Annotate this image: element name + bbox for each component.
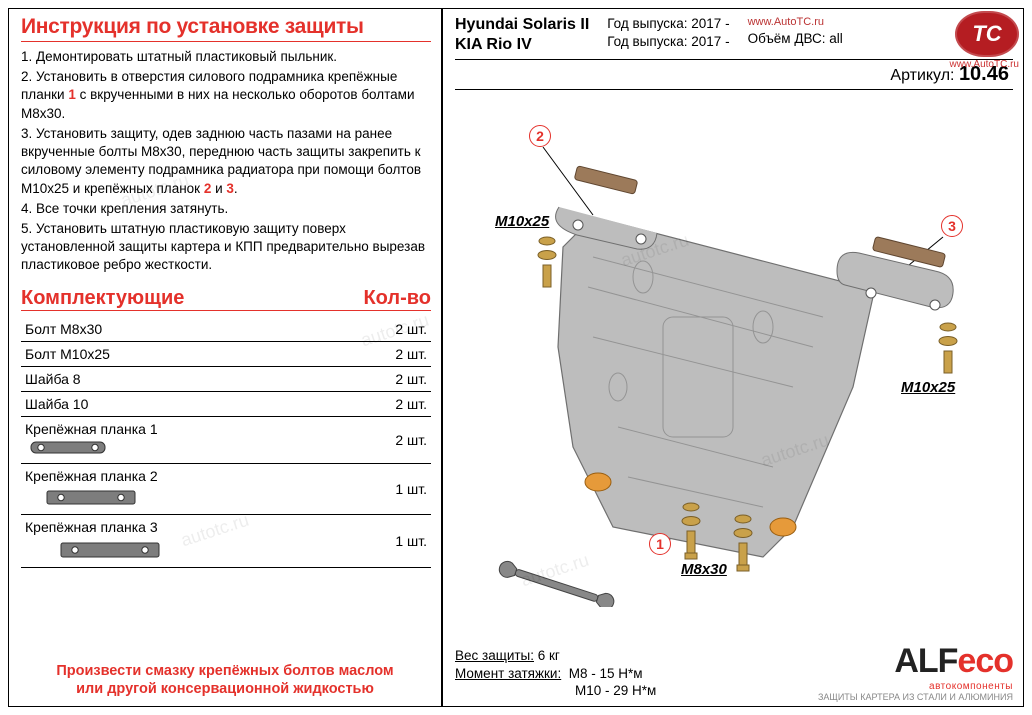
components-heading: Комплектующие bbox=[21, 287, 184, 310]
left-panel: Инструкция по установке защиты 1. Демонт… bbox=[9, 9, 441, 706]
bracket-1-icon bbox=[25, 437, 125, 459]
skid-plate-body bbox=[558, 217, 873, 557]
qty-heading: Кол-во bbox=[363, 287, 431, 310]
table-row: Болт М10х252 шт. bbox=[21, 341, 431, 366]
callout-1: 1 bbox=[649, 533, 671, 555]
dim-m8: М8х30 bbox=[681, 561, 727, 578]
step-4: 4. Все точки крепления затянуть. bbox=[21, 200, 431, 218]
tc-badge-icon: TC bbox=[955, 11, 1019, 57]
bottom-specs: Вес защиты: 6 кг Момент затяжки: М8 - 15… bbox=[455, 647, 656, 700]
brand-logo: ALFeco автокомпоненты ЗАЩИТЫ КАРТЕРА ИЗ … bbox=[818, 642, 1013, 702]
diagram-area: 2 3 1 М10х25 М10х25 М8х30 bbox=[443, 87, 1023, 618]
bumper-icon bbox=[585, 473, 611, 491]
table-row: Шайба 82 шт. bbox=[21, 366, 431, 391]
callout-2: 2 bbox=[529, 125, 551, 147]
step-1: 1. Демонтировать штатный пластиковый пыл… bbox=[21, 48, 431, 66]
table-row: Шайба 102 шт. bbox=[21, 391, 431, 416]
instructions-title: Инструкция по установке защиты bbox=[21, 15, 431, 39]
components-divider bbox=[21, 310, 431, 311]
tc-url: www.AutoTC.ru bbox=[950, 59, 1019, 70]
bumper-icon bbox=[770, 518, 796, 536]
callout-3: 3 bbox=[941, 215, 963, 237]
document-frame: Инструкция по установке защиты 1. Демонт… bbox=[8, 8, 1024, 707]
wrench-icon bbox=[497, 559, 616, 607]
instruction-steps: 1. Демонтировать штатный пластиковый пыл… bbox=[21, 48, 431, 275]
footer-note: Произвести смазку крепёжных болтов масло… bbox=[21, 662, 429, 698]
table-row: Крепёжная планка 1 2 шт. bbox=[21, 416, 431, 463]
components-header: Комплектующие Кол-во bbox=[21, 287, 431, 310]
year-col: Год выпуска: 2017 - Год выпуска: 2017 - bbox=[607, 15, 729, 55]
dim-m10-right: М10х25 bbox=[901, 379, 955, 396]
components-table: Болт М8х302 шт. Болт М10х252 шт. Шайба 8… bbox=[21, 317, 431, 568]
engine-col: www.AutoTC.ru Объём ДВС: all bbox=[748, 15, 843, 55]
bracket-2-icon bbox=[25, 484, 145, 510]
table-row: Крепёжная планка 2 1 шт. bbox=[21, 463, 431, 514]
skid-plate-diagram bbox=[443, 87, 1023, 607]
step-2: 2. Установить в отверстия силового подра… bbox=[21, 68, 431, 123]
header-row: Hyundai Solaris II KIA Rio IV Год выпуск… bbox=[443, 9, 1023, 55]
step-5: 5. Установить штатную пластиковую защиту… bbox=[21, 220, 431, 275]
right-panel: TC www.AutoTC.ru Hyundai Solaris II KIA … bbox=[443, 9, 1023, 706]
artikul-bar: Артикул: 10.46 bbox=[455, 59, 1013, 90]
table-row: Крепёжная планка 3 1 шт. bbox=[21, 514, 431, 567]
bracket-3-icon bbox=[25, 535, 165, 563]
car-models: Hyundai Solaris II KIA Rio IV bbox=[455, 15, 589, 55]
title-divider bbox=[21, 41, 431, 42]
dim-m10-left: М10х25 bbox=[495, 213, 549, 230]
step-3: 3. Установить защиту, одев заднюю часть … bbox=[21, 125, 431, 198]
table-row: Болт М8х302 шт. bbox=[21, 317, 431, 342]
